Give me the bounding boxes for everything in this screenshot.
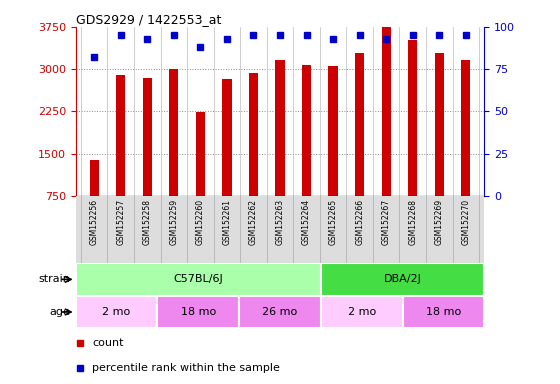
Bar <box>329 66 338 196</box>
Bar <box>143 78 152 196</box>
Text: 2 mo: 2 mo <box>348 307 376 317</box>
Text: GSM152270: GSM152270 <box>461 199 470 245</box>
Bar <box>461 60 470 196</box>
Text: GSM152265: GSM152265 <box>329 199 338 245</box>
Text: C57BL/6J: C57BL/6J <box>174 274 223 285</box>
Bar <box>355 53 365 196</box>
Text: GSM152263: GSM152263 <box>276 199 284 245</box>
Bar <box>381 27 391 196</box>
Text: GSM152257: GSM152257 <box>116 199 125 245</box>
Text: GDS2929 / 1422553_at: GDS2929 / 1422553_at <box>76 13 221 26</box>
Bar <box>321 263 484 296</box>
Text: count: count <box>92 338 123 348</box>
Bar <box>76 263 321 296</box>
Text: GSM152256: GSM152256 <box>90 199 99 245</box>
Text: GSM152267: GSM152267 <box>382 199 391 245</box>
Text: 26 mo: 26 mo <box>263 307 297 317</box>
Bar <box>249 73 258 196</box>
Bar <box>76 296 157 328</box>
Text: strain: strain <box>38 274 70 285</box>
Bar <box>321 296 403 328</box>
Bar <box>222 79 231 196</box>
Text: age: age <box>49 307 70 317</box>
Text: GSM152269: GSM152269 <box>435 199 444 245</box>
Bar <box>435 53 444 196</box>
Bar <box>408 40 417 196</box>
Text: GSM152260: GSM152260 <box>196 199 205 245</box>
Text: GSM152264: GSM152264 <box>302 199 311 245</box>
Bar <box>302 65 311 196</box>
Bar <box>195 112 205 196</box>
Bar <box>276 60 284 196</box>
Bar <box>403 296 484 328</box>
Text: percentile rank within the sample: percentile rank within the sample <box>92 362 280 373</box>
Text: 18 mo: 18 mo <box>426 307 461 317</box>
Bar <box>157 296 239 328</box>
Text: GSM152268: GSM152268 <box>408 199 417 245</box>
Bar <box>169 69 179 196</box>
Text: GSM152258: GSM152258 <box>143 199 152 245</box>
Text: DBA/2J: DBA/2J <box>384 274 422 285</box>
Text: 2 mo: 2 mo <box>102 307 130 317</box>
Text: 18 mo: 18 mo <box>181 307 216 317</box>
Text: GSM152266: GSM152266 <box>355 199 364 245</box>
Text: GSM152259: GSM152259 <box>169 199 178 245</box>
Bar <box>116 75 125 196</box>
Bar <box>90 161 99 196</box>
Text: GSM152261: GSM152261 <box>222 199 231 245</box>
Text: GSM152262: GSM152262 <box>249 199 258 245</box>
Bar <box>239 296 321 328</box>
